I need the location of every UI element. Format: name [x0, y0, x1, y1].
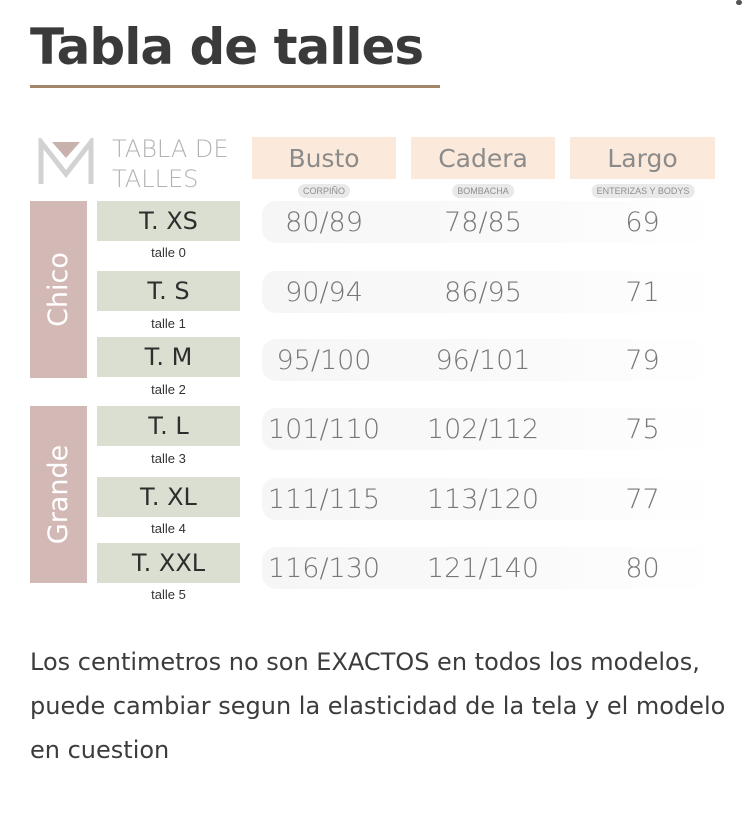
cadera-value: 113/120 [426, 483, 540, 515]
cadera-value: 121/140 [426, 552, 540, 584]
column-sub-busto: CORPIÑO [297, 184, 351, 198]
largo-value: 77 [625, 483, 660, 515]
table-row [262, 201, 717, 243]
table-heading-line-2: TALLES [112, 165, 199, 193]
size-label: T. L [97, 406, 240, 446]
talle-label: talle 4 [151, 521, 186, 536]
table-heading-line-1: TABLA DE [112, 135, 229, 163]
size-label: T. S [97, 271, 240, 311]
size-label: T. XXL [97, 543, 240, 583]
table-heading: TABLA DE TALLES [112, 134, 229, 194]
busto-value: 111/115 [267, 483, 381, 515]
busto-value: 101/110 [267, 413, 381, 445]
group-label-chico: Chico [30, 201, 87, 378]
cadera-value: 78/85 [444, 206, 522, 238]
cadera-value: 86/95 [444, 276, 522, 308]
table-row [262, 547, 717, 589]
title-underline [30, 85, 440, 88]
table-row [262, 408, 717, 450]
largo-value: 79 [625, 344, 660, 376]
column-sub-largo: ENTERIZAS Y BODYS [591, 184, 695, 198]
talle-label: talle 3 [151, 451, 186, 466]
group-label-grande-text: Grande [43, 444, 74, 545]
disclaimer-note: Los centimetros no son EXACTOS en todos … [30, 648, 726, 764]
column-header-cadera: Cadera [411, 137, 555, 179]
page-title: Tabla de talles [30, 18, 424, 76]
column-header-busto: Busto [252, 137, 396, 179]
largo-value: 71 [625, 276, 660, 308]
brand-logo-icon [38, 138, 94, 184]
largo-value: 75 [625, 413, 660, 445]
group-label-grande: Grande [30, 406, 87, 583]
table-row [262, 478, 717, 520]
largo-value: 80 [625, 552, 660, 584]
talle-label: talle 0 [151, 245, 186, 260]
busto-value: 90/94 [285, 276, 363, 308]
table-row [262, 271, 717, 313]
largo-value: 69 [625, 206, 660, 238]
talle-label: talle 2 [151, 382, 186, 397]
cadera-value: 96/101 [435, 344, 531, 376]
busto-value: 80/89 [285, 206, 363, 238]
size-label: T. M [97, 337, 240, 377]
scroll-indicator [736, 0, 742, 5]
size-label: T. XS [97, 201, 240, 241]
table-row [262, 339, 717, 381]
talle-label: talle 1 [151, 316, 186, 331]
group-label-chico-text: Chico [43, 252, 74, 327]
column-sub-cadera: BOMBACHA [452, 184, 514, 198]
talle-label: talle 5 [151, 587, 186, 602]
size-label: T. XL [97, 477, 240, 517]
cadera-value: 102/112 [426, 413, 540, 445]
busto-value: 95/100 [276, 344, 372, 376]
busto-value: 116/130 [267, 552, 381, 584]
column-header-largo: Largo [570, 137, 715, 179]
